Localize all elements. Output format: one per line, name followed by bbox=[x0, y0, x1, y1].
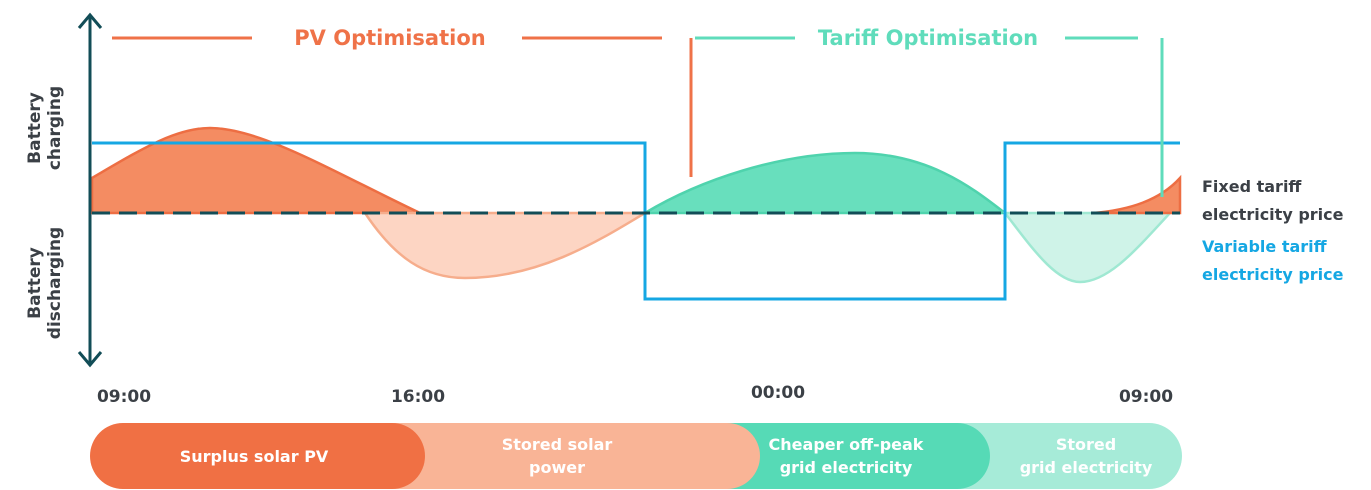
offpeak-grid-area bbox=[640, 151, 1009, 215]
surplus-solar-pv-area bbox=[90, 126, 421, 215]
band-stored-solar bbox=[330, 423, 760, 489]
band-offpeak-label-line1: Cheaper off-peak bbox=[769, 435, 924, 454]
time-tick-0900-end: 09:00 bbox=[1119, 387, 1173, 407]
band-stored-grid-label-line2: grid electricity bbox=[1020, 458, 1153, 477]
battery-charging-label-line1: Battery bbox=[25, 92, 45, 164]
tariff-optimisation-header: Tariff Optimisation bbox=[695, 26, 1164, 197]
legend-variable-tariff: Variable tariff electricity price bbox=[1202, 237, 1344, 284]
band-offpeak-label-line2: grid electricity bbox=[780, 458, 913, 477]
axis-arrow-up-icon bbox=[77, 12, 103, 29]
band-surplus-solar-label: Surplus solar PV bbox=[180, 447, 329, 466]
band-stored-solar-label-line2: power bbox=[529, 458, 585, 477]
stored-grid-area bbox=[1002, 211, 1173, 284]
legend-variable-line2: electricity price bbox=[1202, 265, 1344, 284]
band-surplus-solar bbox=[90, 423, 425, 489]
time-tick-0900-start: 09:00 bbox=[97, 387, 151, 407]
axis-arrow-down-icon bbox=[77, 351, 103, 368]
legend-fixed-line2: electricity price bbox=[1202, 205, 1344, 224]
stored-solar-power-area bbox=[362, 211, 650, 280]
pv-optimisation-header: PV Optimisation bbox=[112, 26, 693, 177]
tariff-optimisation-label: Tariff Optimisation bbox=[818, 26, 1038, 50]
legend-fixed-line1: Fixed tariff bbox=[1202, 177, 1302, 196]
variable-tariff-price-line bbox=[92, 141, 1180, 301]
battery-discharging-label-line1: Battery bbox=[25, 247, 45, 319]
next-day-solar-area bbox=[1092, 174, 1182, 215]
legend-variable-line1: Variable tariff bbox=[1202, 237, 1328, 256]
time-tick-0000: 00:00 bbox=[751, 383, 805, 403]
battery-charging-label-line2: charging bbox=[45, 86, 65, 170]
battery-discharging-label-line2: discharging bbox=[45, 227, 65, 339]
time-tick-1600: 16:00 bbox=[391, 387, 445, 407]
band-stored-grid-label-line1: Stored bbox=[1056, 435, 1116, 454]
band-stored-solar-label-line1: Stored solar bbox=[502, 435, 613, 454]
y-axis bbox=[77, 12, 103, 368]
energy-curves bbox=[90, 126, 1182, 284]
pv-optimisation-label: PV Optimisation bbox=[294, 26, 485, 50]
legend-fixed-tariff: Fixed tariff electricity price bbox=[1202, 177, 1344, 224]
energy-source-band: Surplus solar PV Stored solar power Chea… bbox=[90, 423, 1182, 489]
